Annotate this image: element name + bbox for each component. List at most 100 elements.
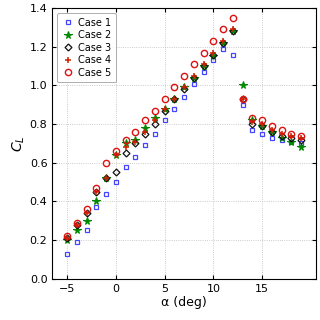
Case 2 (104, 176, 108, 180)
Case 5 (251, 116, 254, 120)
Case 5 (221, 28, 225, 31)
Case 4 (270, 128, 274, 132)
Case 3 (241, 97, 244, 101)
Case 1 (290, 140, 293, 143)
Case 2 (182, 85, 186, 89)
Case 1 (75, 240, 79, 244)
Case 5 (182, 74, 186, 78)
Case 3 (84, 211, 88, 215)
Case 3 (251, 122, 254, 126)
Case 4 (251, 120, 254, 124)
Case 2 (251, 118, 254, 122)
Case 5 (104, 161, 108, 165)
Case 1 (94, 205, 98, 209)
Case 4 (104, 176, 108, 180)
Case 3 (172, 97, 176, 101)
Case 4 (280, 132, 284, 136)
Case 5 (84, 207, 88, 211)
Case 4 (172, 97, 176, 101)
Case 2 (124, 141, 127, 145)
Case 3 (212, 53, 215, 57)
Case 2 (153, 116, 157, 120)
Case 4 (143, 130, 147, 134)
Case 4 (192, 74, 196, 78)
Case 3 (202, 64, 205, 68)
Case 2 (163, 107, 166, 111)
Case 4 (75, 223, 79, 227)
Case 4 (153, 118, 157, 122)
Case 5 (163, 97, 166, 101)
Case 2 (260, 124, 264, 128)
Case 5 (143, 118, 147, 122)
Case 3 (163, 109, 166, 113)
Case 4 (94, 190, 98, 194)
Case 2 (212, 55, 215, 59)
Case 2 (280, 136, 284, 140)
Case 1 (84, 228, 88, 232)
Line: Case 4: Case 4 (64, 26, 305, 242)
Case 1 (153, 132, 157, 136)
Case 3 (153, 122, 157, 126)
Case 2 (202, 64, 205, 68)
Case 3 (114, 171, 118, 174)
Case 2 (241, 84, 244, 87)
Case 4 (202, 62, 205, 66)
Case 1 (202, 70, 205, 74)
Case 3 (280, 134, 284, 138)
Case 1 (143, 143, 147, 147)
Y-axis label: $C_L$: $C_L$ (11, 135, 27, 152)
Case 1 (133, 155, 137, 159)
Case 5 (290, 132, 293, 136)
Case 2 (192, 76, 196, 80)
Case 2 (94, 200, 98, 204)
Case 1 (172, 107, 176, 111)
Case 5 (94, 186, 98, 190)
Case 4 (241, 97, 244, 101)
Case 5 (114, 149, 118, 153)
Line: Case 3: Case 3 (65, 29, 304, 241)
Case 5 (280, 128, 284, 132)
Case 4 (114, 153, 118, 157)
Line: Case 2: Case 2 (63, 28, 305, 244)
Case 4 (182, 85, 186, 89)
Legend: Case 1, Case 2, Case 3, Case 4, Case 5: Case 1, Case 2, Case 3, Case 4, Case 5 (57, 13, 116, 83)
Case 2 (75, 228, 79, 232)
Case 5 (75, 221, 79, 225)
Case 2 (84, 219, 88, 223)
Case 4 (65, 236, 69, 240)
Case 1 (114, 180, 118, 184)
Case 2 (270, 130, 274, 134)
Case 5 (260, 118, 264, 122)
Case 1 (260, 132, 264, 136)
Case 3 (143, 132, 147, 136)
Case 3 (299, 138, 303, 141)
Case 3 (133, 141, 137, 145)
Case 1 (124, 165, 127, 169)
Line: Case 1: Case 1 (65, 46, 304, 256)
Case 3 (104, 176, 108, 180)
Case 5 (153, 109, 157, 113)
Case 2 (133, 138, 137, 141)
Case 1 (163, 118, 166, 122)
Case 5 (172, 85, 176, 89)
Case 3 (260, 124, 264, 128)
Case 1 (221, 47, 225, 51)
Line: Case 5: Case 5 (64, 15, 304, 239)
Case 1 (280, 138, 284, 141)
Case 5 (270, 124, 274, 128)
Case 3 (290, 136, 293, 140)
Case 2 (172, 97, 176, 101)
Case 4 (221, 39, 225, 43)
Case 1 (251, 128, 254, 132)
Case 4 (84, 211, 88, 215)
Case 4 (290, 134, 293, 138)
Case 1 (182, 95, 186, 99)
Case 2 (231, 29, 235, 33)
Case 3 (270, 130, 274, 134)
Case 3 (124, 151, 127, 155)
Case 2 (65, 238, 69, 242)
Case 5 (192, 62, 196, 66)
Case 1 (299, 141, 303, 145)
Case 5 (124, 138, 127, 141)
Case 3 (192, 76, 196, 80)
